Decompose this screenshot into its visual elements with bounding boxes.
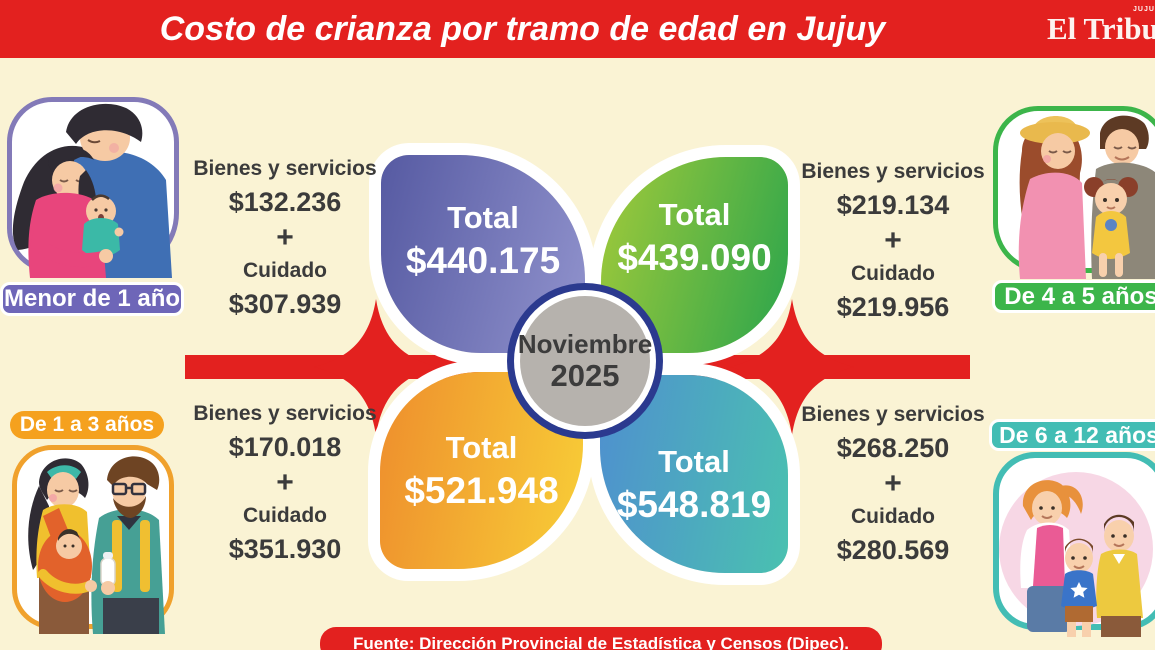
illustration-card-menor-1 — [7, 97, 179, 273]
cuidado-value: $351.930 — [228, 534, 342, 564]
header-bar: Costo de crianza por tramo de edad en Ju… — [0, 0, 1155, 58]
cuidado-label: Cuidado — [851, 262, 935, 285]
total-label: Total — [658, 197, 731, 232]
total-value: $440.175 — [405, 240, 561, 281]
family-girl-illustration — [994, 107, 1155, 279]
illustration-card-4-5 — [993, 106, 1155, 273]
cost-block-4-5: Bienes y servicios $219.134 + Cuidado $2… — [788, 157, 998, 325]
age-badge-4-5: De 4 a 5 años — [992, 280, 1155, 313]
plus-sign: + — [884, 224, 902, 257]
cuidado-value: $280.569 — [836, 535, 950, 565]
bienes-value: $268.250 — [836, 433, 950, 463]
total-label: Total — [445, 429, 518, 465]
petal-text: Total $439.090 — [617, 195, 771, 281]
age-badge-1-3: De 1 a 3 años — [10, 411, 164, 439]
plus-sign: + — [884, 467, 902, 500]
cuidado-value: $307.939 — [228, 289, 342, 319]
bienes-value: $132.236 — [228, 187, 342, 217]
petal-text: Total $548.819 — [617, 442, 771, 528]
total-label: Total — [447, 200, 519, 235]
petal-text: Total $440.175 — [406, 198, 560, 284]
cuidado-value: $219.956 — [836, 292, 950, 322]
family-boys-illustration — [995, 454, 1155, 637]
cost-block-menor-1: Bienes y servicios $132.236 + Cuidado $3… — [180, 154, 390, 322]
total-value: $439.090 — [617, 237, 772, 278]
page-title: Costo de crianza por tramo de edad en Ju… — [159, 10, 886, 48]
cost-block-1-3: Bienes y servicios $170.018 + Cuidado $3… — [180, 399, 390, 567]
age-badge-6-12: De 6 a 12 años — [989, 419, 1155, 451]
period-month: Noviembre — [517, 329, 653, 359]
period-year: 2025 — [550, 358, 620, 393]
bienes-label: Bienes y servicios — [193, 157, 377, 180]
bienes-value: $170.018 — [228, 432, 342, 462]
cuidado-label: Cuidado — [243, 504, 327, 527]
cuidado-label: Cuidado — [243, 259, 327, 282]
illustration-card-1-3 — [12, 445, 174, 629]
bienes-label: Bienes y servicios — [801, 160, 985, 183]
total-value: $548.819 — [616, 484, 772, 525]
cuidado-label: Cuidado — [851, 505, 935, 528]
bienes-label: Bienes y servicios — [801, 403, 985, 426]
total-value: $521.948 — [404, 469, 559, 511]
newspaper-logo: El Tribuno — [1047, 11, 1155, 46]
family-toddler-illustration — [13, 446, 175, 634]
newspaper-logo-region: JUJUY — [1133, 6, 1155, 13]
period-circle-face: Noviembre 2025 — [517, 296, 653, 426]
total-label: Total — [658, 444, 730, 479]
period-circle: Noviembre 2025 — [507, 283, 663, 439]
source-banner: Fuente: Dirección Provincial de Estadíst… — [320, 627, 882, 650]
family-baby-illustration — [8, 98, 180, 278]
petal-text: Total $521.948 — [404, 428, 558, 514]
plus-sign: + — [276, 221, 294, 254]
bienes-label: Bienes y servicios — [193, 402, 377, 425]
plus-sign: + — [276, 466, 294, 499]
illustration-card-6-12 — [993, 452, 1155, 630]
age-badge-menor-1: Menor de 1 año — [0, 282, 184, 316]
cost-block-6-12: Bienes y servicios $268.250 + Cuidado $2… — [788, 400, 998, 568]
bienes-value: $219.134 — [836, 190, 950, 220]
